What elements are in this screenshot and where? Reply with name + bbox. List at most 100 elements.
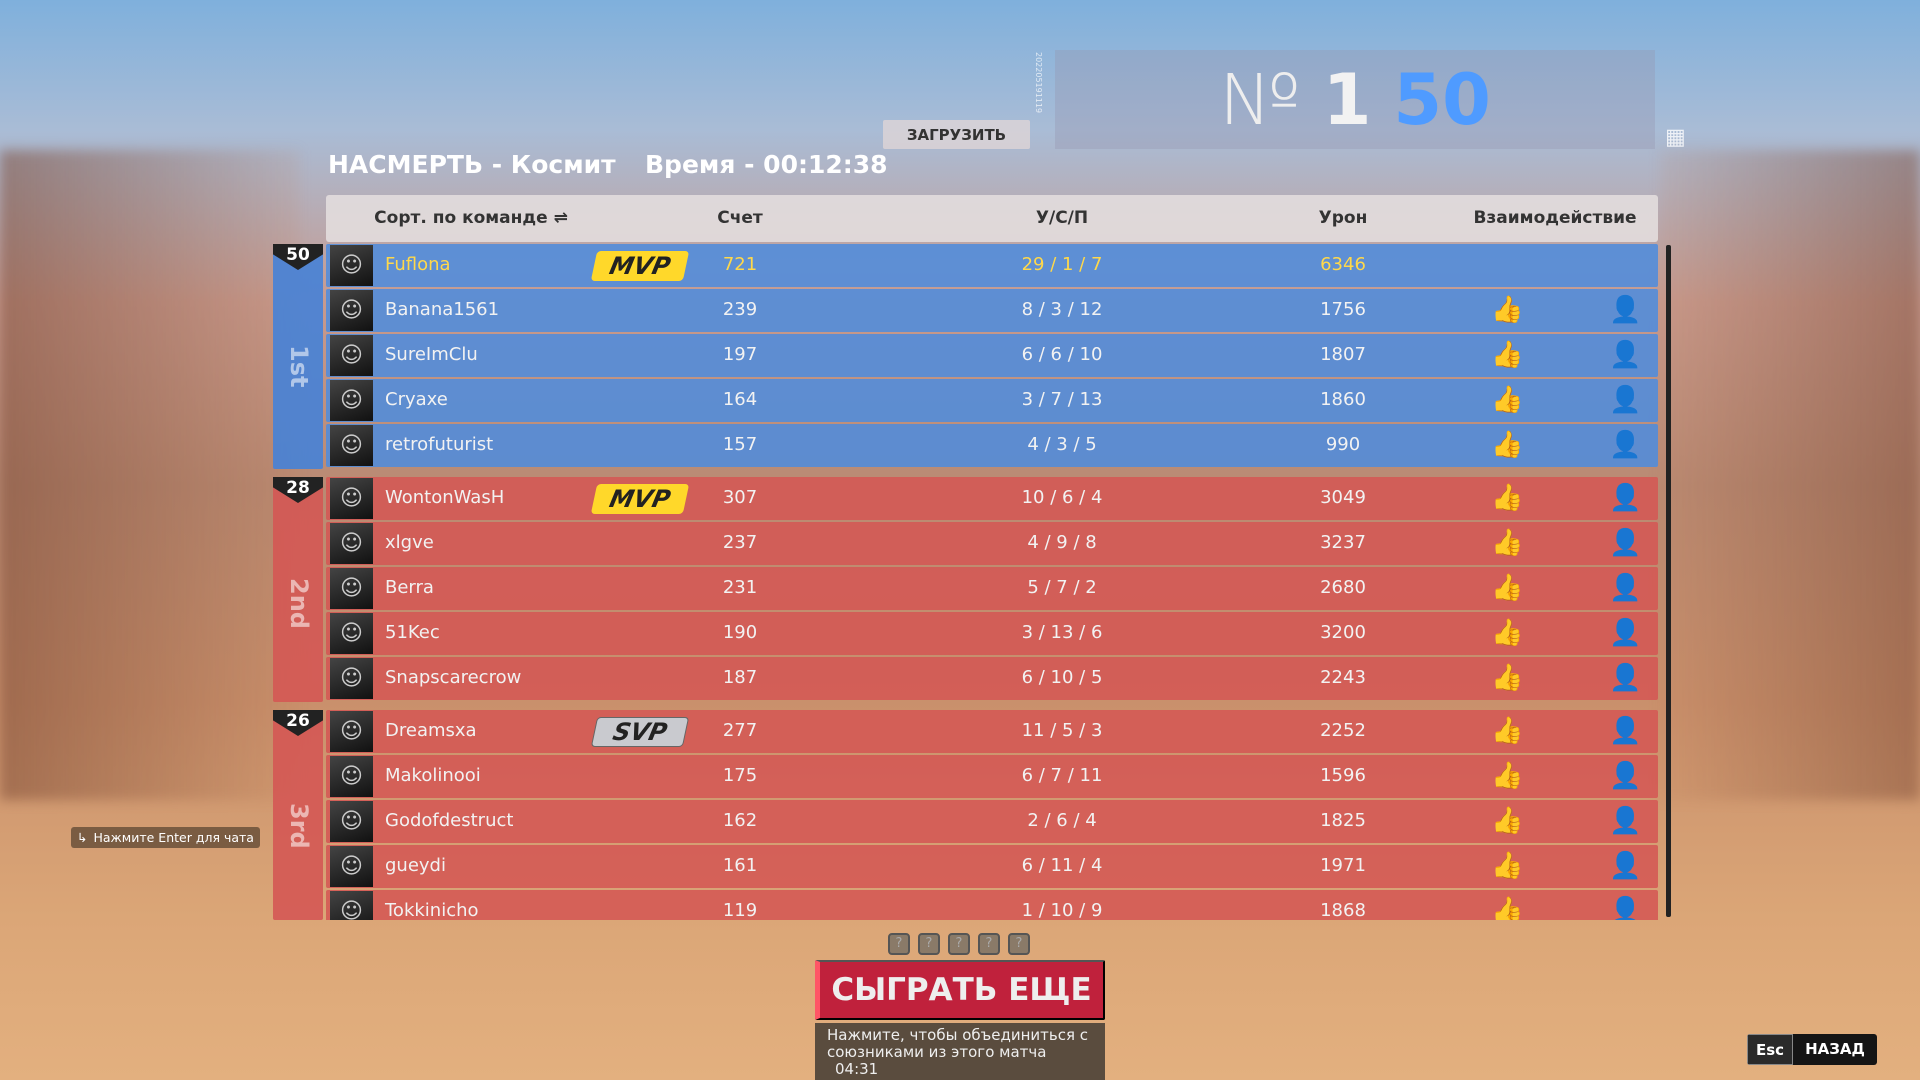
add-friend-icon[interactable]: 👤 [1609,385,1642,415]
add-friend-icon[interactable]: 👤 [1609,618,1642,648]
thumbs-up-icon[interactable]: 👍 [1491,340,1524,370]
mvp-badge: MVP [590,484,690,514]
match-mode-map: НАСМЕРТЬ - Космит [328,150,616,179]
player-avatar: ☺ [330,613,373,654]
player-avatar: ☺ [330,756,373,797]
pager: ????? [888,933,1030,955]
thumbs-up-icon[interactable]: 👍 [1491,295,1524,325]
qr-icon[interactable]: ▦ [1665,125,1686,150]
player-row[interactable]: ☺ gueydi 161 6 / 11 / 4 1971 👍 👤 [326,845,1658,888]
add-friend-icon[interactable]: 👤 [1609,483,1642,513]
player-name: Tokkinicho [385,900,479,920]
score-header[interactable]: Счет [717,208,763,228]
enter-arrow-icon: ↳ [77,830,88,845]
player-row[interactable]: ☺ retrofuturist 157 4 / 3 / 5 990 👍 👤 [326,424,1658,467]
add-friend-icon[interactable]: 👤 [1609,528,1642,558]
thumbs-up-icon[interactable]: 👍 [1491,618,1524,648]
thumbs-up-icon[interactable]: 👍 [1491,430,1524,460]
player-row[interactable]: ☺ Tokkinicho 119 1 / 10 / 9 1868 👍 👤 [326,890,1658,920]
match-time: Время - 00:12:38 [645,150,888,179]
chat-hint[interactable]: ↳ Нажмите Enter для чата [71,827,260,848]
back-label: НАЗАД [1793,1034,1877,1065]
player-name: Godofdestruct [385,810,514,831]
scrollbar[interactable] [1666,245,1671,917]
add-friend-icon[interactable]: 👤 [1609,716,1642,746]
add-friend-icon[interactable]: 👤 [1609,851,1642,881]
thumbs-up-icon[interactable]: 👍 [1491,483,1524,513]
result-panel: № 1 50 [1055,50,1655,149]
player-avatar: ☺ [330,568,373,609]
thumbs-up-icon[interactable]: 👍 [1491,896,1524,920]
player-row[interactable]: ☺ SureImClu 197 6 / 6 / 10 1807 👍 👤 [326,334,1658,377]
team-points-badge: 50 [273,244,323,270]
player-name: WontonWasH [385,487,505,508]
add-friend-icon[interactable]: 👤 [1609,663,1642,693]
player-row[interactable]: ☺ 51Kec 190 3 / 13 / 6 3200 👍 👤 [326,612,1658,655]
add-friend-icon[interactable]: 👤 [1609,295,1642,325]
player-row[interactable]: ☺ Dreamsxa SVP 277 11 / 5 / 3 2252 👍 👤 [326,710,1658,753]
team-banner: 50 1st [273,244,323,469]
damage-header: Урон [1318,208,1368,228]
player-row[interactable]: ☺ Banana1561 239 8 / 3 / 12 1756 👍 👤 [326,289,1658,332]
add-friend-icon[interactable]: 👤 [1609,896,1642,920]
pager-dot[interactable]: ? [948,933,970,955]
player-row[interactable]: ☺ WontonWasH MVP 307 10 / 6 / 4 3049 👍 👤 [326,477,1658,520]
player-avatar: ☺ [330,425,373,466]
team-points-badge: 26 [273,710,323,736]
player-avatar: ☺ [330,891,373,920]
team-2: 28 2nd ☺ WontonWasH MVP 307 10 / 6 / 4 3049… [273,477,1658,702]
thumbs-up-icon[interactable]: 👍 [1491,663,1524,693]
add-friend-icon[interactable]: 👤 [1609,761,1642,791]
player-name: xlgve [385,532,434,553]
player-row[interactable]: ☺ Godofdestruct 162 2 / 6 / 4 1825 👍 👤 [326,800,1658,843]
thumbs-up-icon[interactable]: 👍 [1491,761,1524,791]
kda-header: У/С/П [1035,208,1089,228]
add-friend-icon[interactable]: 👤 [1609,430,1642,460]
player-row[interactable]: ☺ Cryaxe 164 3 / 7 / 13 1860 👍 👤 [326,379,1658,422]
play-again-button[interactable]: СЫГРАТЬ ЕЩЕ [815,960,1105,1020]
team-rank: 1 [1322,58,1372,141]
thumbs-up-icon[interactable]: 👍 [1491,528,1524,558]
thumbs-up-icon[interactable]: 👍 [1491,716,1524,746]
player-name: Dreamsxa [385,720,477,741]
add-friend-icon[interactable]: 👤 [1609,340,1642,370]
player-name: Makolinooi [385,765,481,786]
pager-dot[interactable]: ? [1008,933,1030,955]
svp-badge: SVP [590,717,690,747]
player-avatar: ☺ [330,658,373,699]
team-points-badge: 28 [273,477,323,503]
upload-button[interactable]: ЗАГРУЗИТЬ [883,120,1030,149]
pager-dot[interactable]: ? [978,933,1000,955]
number-sign: № [1219,58,1301,141]
player-name: Cryaxe [385,389,448,410]
player-name: Berra [385,577,434,598]
team-banner: 28 2nd [273,477,323,702]
thumbs-up-icon[interactable]: 👍 [1491,851,1524,881]
thumbs-up-icon[interactable]: 👍 [1491,385,1524,415]
thumbs-up-icon[interactable]: 👍 [1491,573,1524,603]
pager-dot[interactable]: ? [918,933,940,955]
back-button[interactable]: Esc НАЗАД [1747,1034,1877,1065]
player-avatar: ☺ [330,478,373,519]
player-avatar: ☺ [330,711,373,752]
player-row[interactable]: ☺ Snapscarecrow 187 6 / 10 / 5 2243 👍 👤 [326,657,1658,700]
team-3: 26 3rd ☺ Dreamsxa SVP 277 11 / 5 / 3 2252 👍 … [273,710,1658,920]
add-friend-icon[interactable]: 👤 [1609,806,1642,836]
player-avatar: ☺ [330,846,373,887]
add-friend-icon[interactable]: 👤 [1609,573,1642,603]
player-row[interactable]: ☺ Fuflona MVP 721 29 / 1 / 7 6346 [326,244,1658,287]
player-row[interactable]: ☺ Makolinooi 175 6 / 7 / 11 1596 👍 👤 [326,755,1658,798]
team-place: 2nd [285,577,313,629]
team-place: 3rd [285,803,313,849]
background-left [0,150,300,800]
thumbs-up-icon[interactable]: 👍 [1491,806,1524,836]
table-header: Сорт. по команде ⇌ Счет У/С/П Урон Взаим… [326,195,1658,242]
team-points: 50 [1393,58,1491,141]
sort-by-team-button[interactable]: Сорт. по команде ⇌ [374,208,568,228]
player-row[interactable]: ☺ Berra 231 5 / 7 / 2 2680 👍 👤 [326,567,1658,610]
pager-dot[interactable]: ? [888,933,910,955]
player-name: retrofuturist [385,434,494,455]
team-banner: 26 3rd [273,710,323,920]
chat-hint-text: Нажмите Enter для чата [93,830,254,845]
player-row[interactable]: ☺ xlgve 237 4 / 9 / 8 3237 👍 👤 [326,522,1658,565]
